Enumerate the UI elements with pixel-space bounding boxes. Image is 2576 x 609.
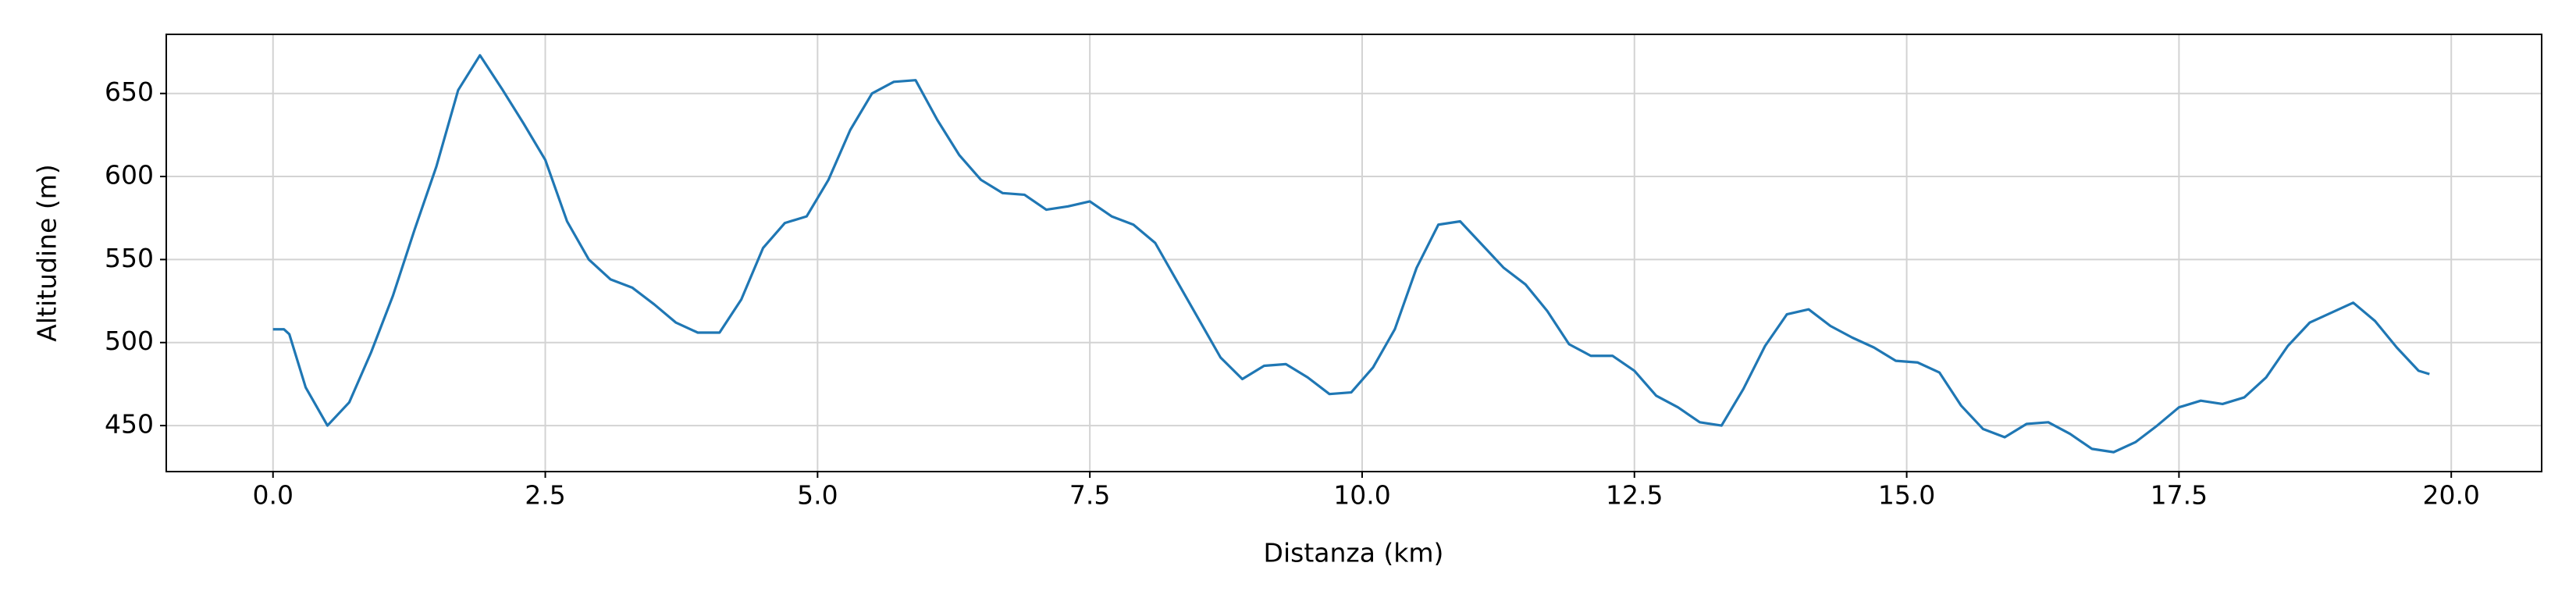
- plot-frame: [165, 34, 2542, 472]
- x-tick-label: 2.5: [525, 480, 565, 511]
- x-tick-label: 20.0: [2422, 480, 2479, 511]
- x-tick-label: 12.5: [1606, 480, 1663, 511]
- x-tick-label: 0.0: [252, 480, 293, 511]
- y-axis-label: Altitudine (m): [32, 164, 62, 341]
- x-tick-label: 15.0: [1878, 480, 1935, 511]
- x-tick-label: 5.0: [797, 480, 838, 511]
- x-axis-label: Distanza (km): [1264, 538, 1444, 568]
- x-tick-label: 17.5: [2151, 480, 2208, 511]
- x-tick-label: 7.5: [1069, 480, 1110, 511]
- y-tick-label: 500: [105, 326, 154, 356]
- y-tick-label: 650: [105, 77, 154, 107]
- y-tick-label: 450: [105, 409, 154, 440]
- line: [272, 54, 2430, 454]
- y-tick-label: 550: [105, 243, 154, 273]
- y-tick-label: 600: [105, 160, 154, 191]
- x-tick-label: 10.0: [1333, 480, 1390, 511]
